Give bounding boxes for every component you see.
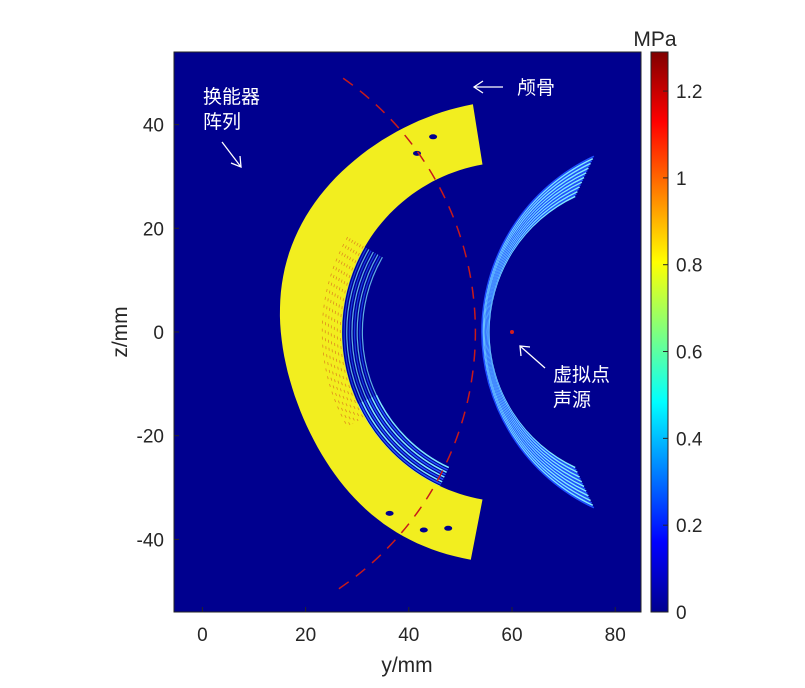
x-tick-label: 20 xyxy=(295,625,316,646)
skull-scatter xyxy=(321,236,349,428)
arrow-source xyxy=(519,345,546,369)
field-wavefront xyxy=(363,400,444,481)
heatmap-layer xyxy=(279,74,595,590)
colorbar-ticks: 1.2 1 0.8 0.6 0.4 0.2 0 xyxy=(663,82,703,624)
annotation-source-line2: 声源 xyxy=(553,389,591,411)
field-wavefront xyxy=(371,397,447,473)
skull-scatter xyxy=(330,241,356,423)
annotation-transducer-line2: 阵列 xyxy=(203,111,241,133)
arrow-transducer xyxy=(221,141,242,168)
colorbar-tick-label: 0 xyxy=(676,603,687,624)
annotation-transducer: 换能器 阵列 xyxy=(203,86,260,168)
colorbar-tick-label: 0.6 xyxy=(676,343,702,364)
field-wavefront xyxy=(359,402,442,485)
colorbar-tick-label: 0.2 xyxy=(676,516,702,537)
field-wavefront xyxy=(368,398,446,476)
colorbar-tick-label: 0.4 xyxy=(676,429,703,450)
field-wavefront xyxy=(361,401,443,483)
y-tick-label: -40 xyxy=(137,530,164,551)
skull-pore xyxy=(419,527,428,533)
skull-pore xyxy=(385,510,394,516)
transducer-array xyxy=(338,74,477,590)
y-axis-ticks: 40 20 0 -20 -40 xyxy=(137,116,179,551)
colorbar-tick-label: 1.2 xyxy=(676,82,702,103)
field-wavefront xyxy=(481,155,595,509)
x-axis-ticks: 0 20 40 60 80 xyxy=(197,607,626,646)
colorbar-tick-label: 1 xyxy=(676,169,687,190)
x-tick-label: 60 xyxy=(501,625,522,646)
skull-scatter xyxy=(333,242,359,422)
colorbar-label: MPa xyxy=(633,28,677,51)
skull-scatter xyxy=(324,238,351,426)
skull-pore xyxy=(444,525,453,531)
field-wavefront xyxy=(373,395,449,471)
field-wavefront xyxy=(375,394,450,469)
y-axis-label: z/mm xyxy=(109,306,132,357)
skull-scatter xyxy=(339,245,364,419)
x-tick-label: 80 xyxy=(605,625,626,646)
y-tick-label: 40 xyxy=(143,116,164,137)
annotation-skull-text: 颅骨 xyxy=(517,77,555,99)
y-tick-label: 0 xyxy=(153,323,164,344)
arrow-skull xyxy=(472,80,503,94)
x-tick-label: 0 xyxy=(197,625,208,646)
annotation-source-line1: 虚拟点 xyxy=(553,364,610,386)
field-wavefront xyxy=(366,399,445,478)
y-tick-label: 20 xyxy=(143,219,164,240)
annotation-skull: 颅骨 xyxy=(472,77,555,99)
skull-scatter xyxy=(327,239,354,425)
colorbar-tick-label: 0.8 xyxy=(676,256,702,277)
colorbar xyxy=(650,51,669,613)
virtual-source-point xyxy=(509,330,514,334)
x-axis-label: y/mm xyxy=(381,654,432,677)
skull-band xyxy=(279,104,483,560)
x-tick-label: 40 xyxy=(398,625,419,646)
skull-pore xyxy=(429,134,438,140)
annotation-transducer-line1: 换能器 xyxy=(203,86,260,108)
annotation-source: 虚拟点 声源 xyxy=(519,345,610,411)
y-tick-label: -20 xyxy=(137,427,164,448)
